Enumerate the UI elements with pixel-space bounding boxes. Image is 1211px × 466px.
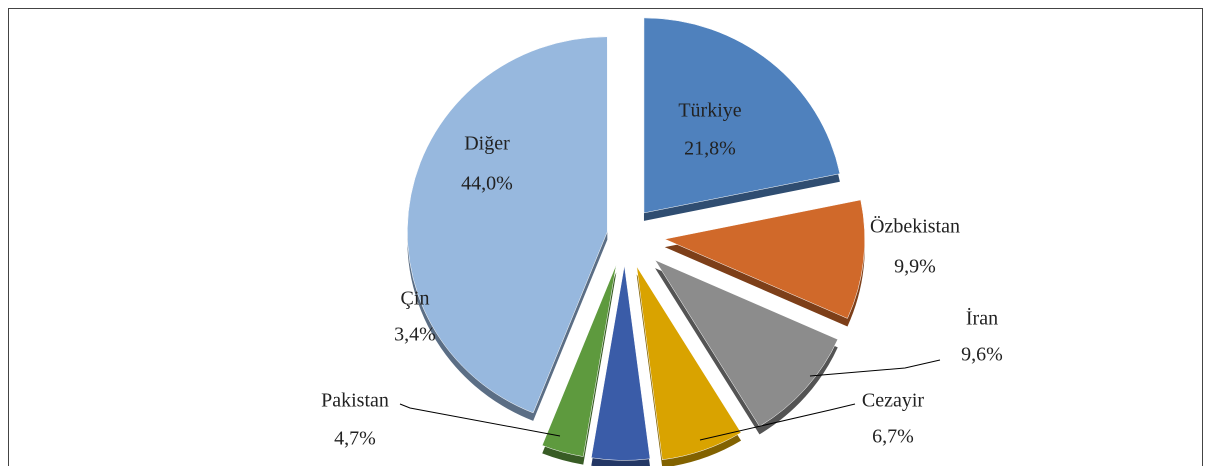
slice-label: Türkiye: [678, 100, 741, 122]
slice-value: 3,4%: [394, 324, 436, 346]
slice-value: 44,0%: [461, 173, 513, 195]
slice-value: 9,6%: [961, 344, 1003, 366]
leader-line: [399, 403, 561, 437]
slice: [636, 266, 742, 461]
slice: [654, 259, 839, 427]
leader-line: [699, 403, 856, 441]
slice-label: Çin: [401, 288, 430, 310]
slice: [541, 264, 617, 457]
slice-label: İran: [966, 307, 998, 330]
slice-label: Cezayir: [862, 390, 925, 412]
slice: [407, 36, 608, 414]
slice-label: Diğer: [464, 133, 510, 155]
frame: [8, 8, 1203, 466]
slice-value: 21,8%: [684, 138, 736, 160]
slice-value: 4,7%: [334, 428, 376, 450]
slice-label: Özbekistan: [870, 215, 960, 238]
slice-label: Pakistan: [321, 390, 389, 412]
slice: [663, 199, 865, 319]
slice-value: 6,7%: [872, 426, 914, 448]
slice-value: 9,9%: [894, 256, 936, 278]
leader-line: [809, 359, 941, 377]
slice: [643, 17, 841, 214]
slice: [590, 265, 651, 461]
